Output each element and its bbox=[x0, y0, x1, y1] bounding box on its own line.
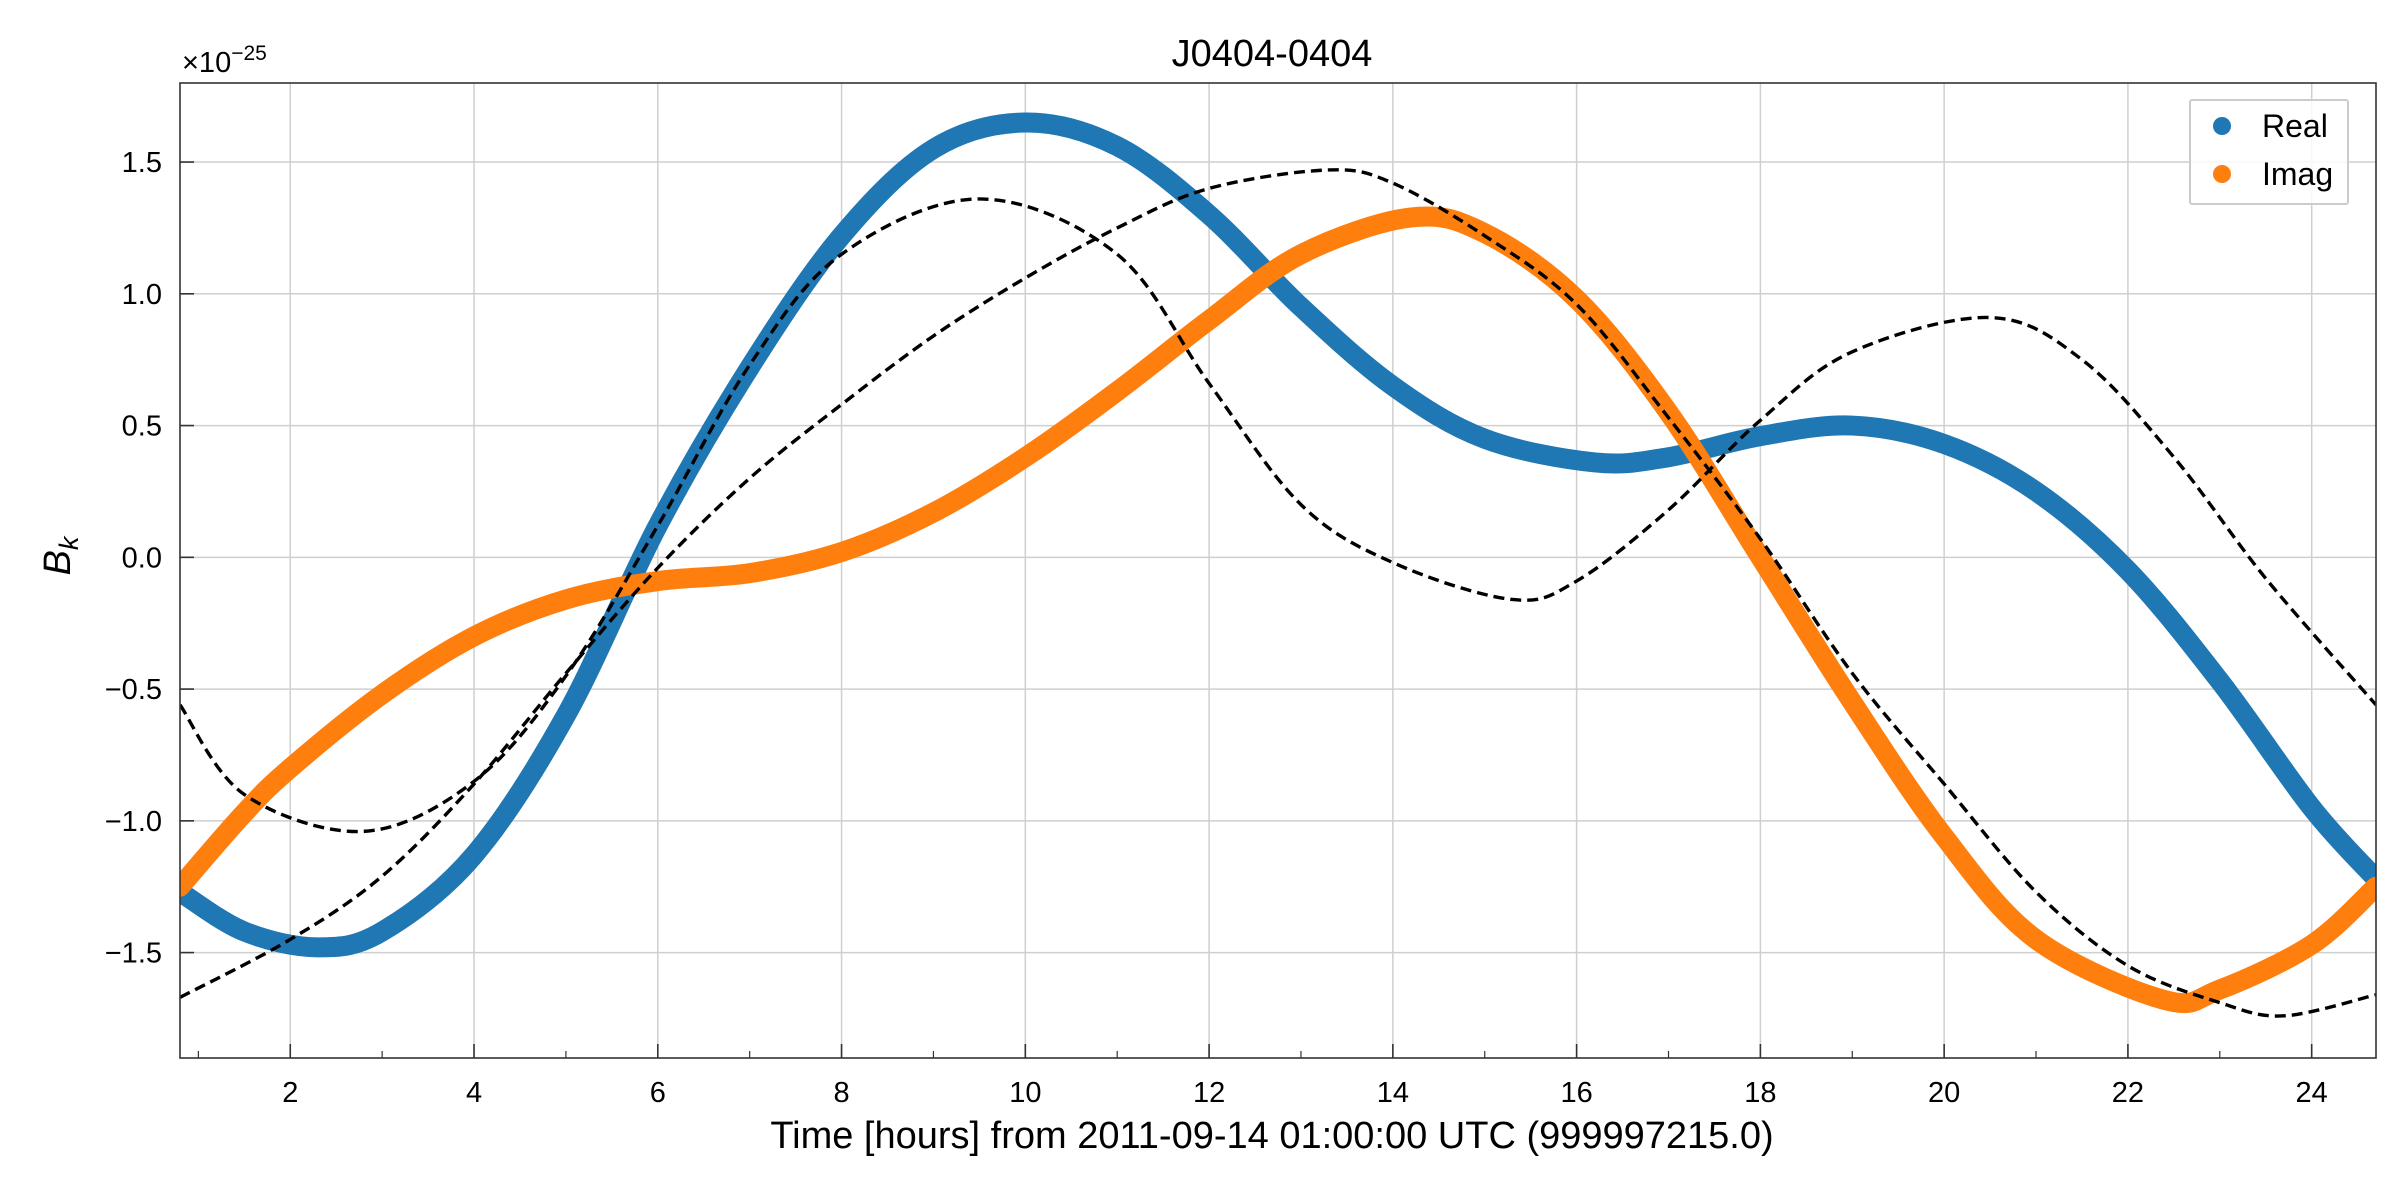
series-real-line bbox=[180, 112, 2376, 958]
x-tick-label: 8 bbox=[833, 1077, 849, 1109]
x-tick-label: 18 bbox=[1744, 1077, 1776, 1109]
plot-frame bbox=[179, 82, 2377, 1059]
legend-marker-imag bbox=[2213, 165, 2231, 183]
legend: Real Imag bbox=[2189, 99, 2349, 205]
series-model-dashed-1 bbox=[180, 197, 2376, 834]
legend-label-imag: Imag bbox=[2262, 156, 2333, 192]
x-tick-label: 4 bbox=[466, 1077, 482, 1109]
series-model-dashed-2 bbox=[180, 168, 2376, 1018]
y-offset-label: ×10−25 bbox=[182, 42, 267, 79]
y-tick-label: 1.5 bbox=[122, 147, 162, 179]
y-tick-label: −1.5 bbox=[105, 938, 162, 970]
y-tick-label: −1.0 bbox=[105, 806, 162, 838]
x-tick-label: 16 bbox=[1560, 1077, 1592, 1109]
x-tick-label: 20 bbox=[1928, 1077, 1960, 1109]
y-tick-label: 1.0 bbox=[122, 279, 162, 311]
y-tick-label: 0.5 bbox=[122, 411, 162, 443]
series-layer bbox=[180, 112, 2376, 1018]
x-tick-labels: 2 4 6 8 10 12 14 16 18 20 22 24 bbox=[282, 1077, 2328, 1109]
x-tick-label: 14 bbox=[1377, 1077, 1409, 1109]
chart-title: J0404-0404 bbox=[1172, 33, 1373, 75]
tick-marks bbox=[180, 161, 2313, 1058]
x-tick-label: 10 bbox=[1009, 1077, 1041, 1109]
y-tick-label: −0.5 bbox=[105, 674, 162, 706]
x-tick-label: 24 bbox=[2296, 1077, 2328, 1109]
legend-marker-real bbox=[2213, 117, 2231, 135]
y-tick-labels: −1.5 −1.0 −0.5 0.0 0.5 1.0 1.5 bbox=[105, 147, 162, 970]
x-tick-label: 6 bbox=[650, 1077, 666, 1109]
x-tick-label: 2 bbox=[282, 1077, 298, 1109]
x-tick-label: 12 bbox=[1193, 1077, 1225, 1109]
y-tick-label: 0.0 bbox=[122, 542, 162, 574]
y-axis-label: Bk bbox=[37, 535, 84, 575]
series-imag-line bbox=[180, 206, 2376, 1014]
legend-label-real: Real bbox=[2262, 108, 2328, 144]
x-axis-label: Time [hours] from 2011-09-14 01:00:00 UT… bbox=[770, 1115, 1773, 1157]
x-tick-label: 22 bbox=[2112, 1077, 2144, 1109]
